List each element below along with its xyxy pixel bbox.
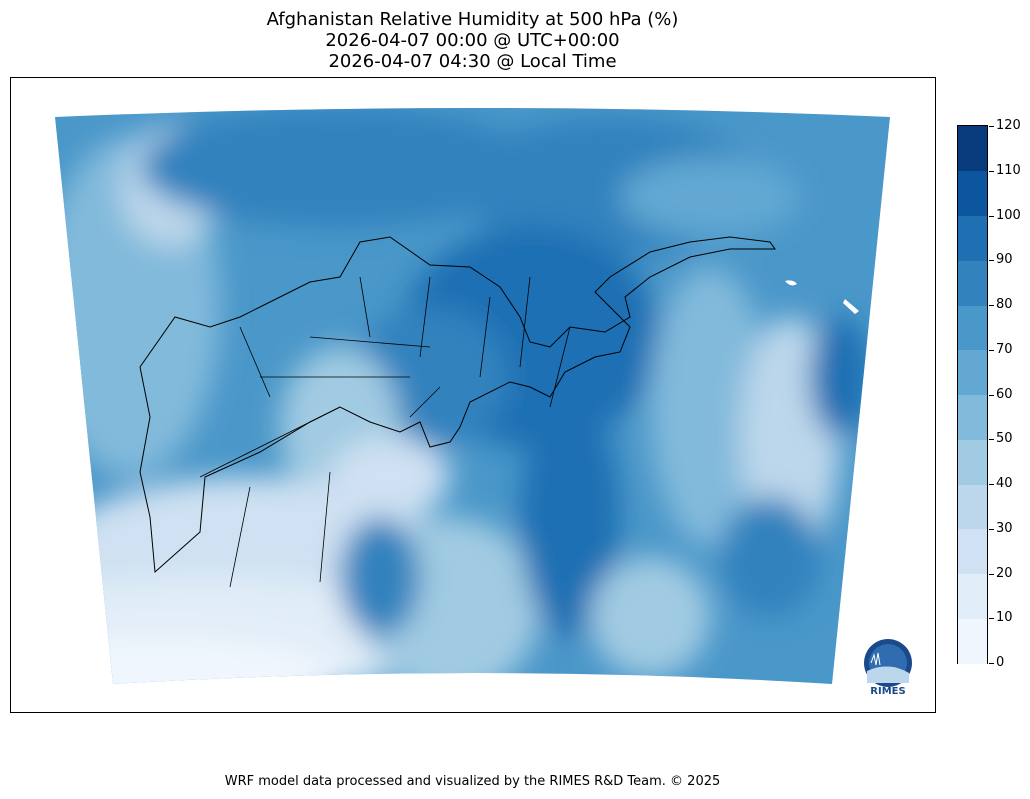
colorbar-bin: [958, 215, 987, 261]
humidity-map: [55, 108, 890, 684]
colorbar-bin: [958, 618, 987, 664]
rimes-logo: RIMES: [855, 633, 921, 701]
colorbar-tick: [989, 126, 994, 127]
colorbar-tick: [989, 215, 994, 217]
colorbar-tick-label: 120: [996, 118, 1021, 133]
chart-subtitle-utc: 2026-04-07 00:00 @ UTC+00:00: [325, 30, 620, 51]
colorbar-tick: [989, 484, 994, 485]
colorbar-tick: [989, 349, 994, 351]
colorbar-tick: [989, 528, 994, 530]
colorbar-tick: [989, 260, 994, 262]
colorbar-tick: [989, 618, 994, 620]
colorbar-tick-label: 100: [996, 207, 1021, 223]
colorbar-tick: [989, 394, 994, 396]
colorbar-bin: [958, 170, 987, 216]
footer-credit: WRF model data processed and visualized …: [224, 774, 721, 789]
humidity-field: [55, 108, 890, 684]
colorbar-bin: [958, 484, 987, 530]
colorbar-tick-label: 0: [996, 655, 1005, 670]
colorbar-bin: [958, 439, 987, 485]
colorbar-tick: [989, 573, 994, 575]
colorbar-bin: [958, 126, 987, 172]
colorbar-tick-label: 40: [996, 476, 1013, 491]
colorbar-tick: [989, 663, 994, 664]
colorbar-bin: [958, 349, 987, 395]
colorbar-tick-label: 60: [996, 386, 1013, 402]
chart-subtitle-local: 2026-04-07 04:30 @ Local Time: [328, 51, 617, 72]
colorbar-tick: [989, 305, 994, 306]
colorbar-tick-label: 50: [996, 431, 1013, 447]
chart-title: Afghanistan Relative Humidity at 500 hPa…: [266, 9, 679, 30]
map-frame: [10, 77, 936, 713]
colorbar-tick-label: 30: [996, 520, 1013, 536]
colorbar-tick-label: 90: [996, 252, 1013, 268]
colorbar-bin: [958, 528, 987, 574]
colorbar-bin: [958, 573, 987, 619]
colorbar-tick-label: 10: [996, 610, 1013, 626]
colorbar-bin: [958, 305, 987, 351]
logo-text: RIMES: [870, 686, 906, 697]
colorbar-tick-label: 80: [996, 297, 1013, 312]
colorbar-tick: [989, 439, 994, 441]
colorbar-tick-label: 70: [996, 341, 1013, 357]
colorbar-tick-label: 110: [996, 162, 1021, 178]
colorbar-bin: [958, 260, 987, 306]
colorbar-bin: [958, 394, 987, 440]
colorbar: [957, 125, 988, 664]
colorbar-tick-label: 20: [996, 565, 1013, 581]
colorbar-tick: [989, 170, 994, 172]
afghanistan-border: [139, 236, 776, 574]
